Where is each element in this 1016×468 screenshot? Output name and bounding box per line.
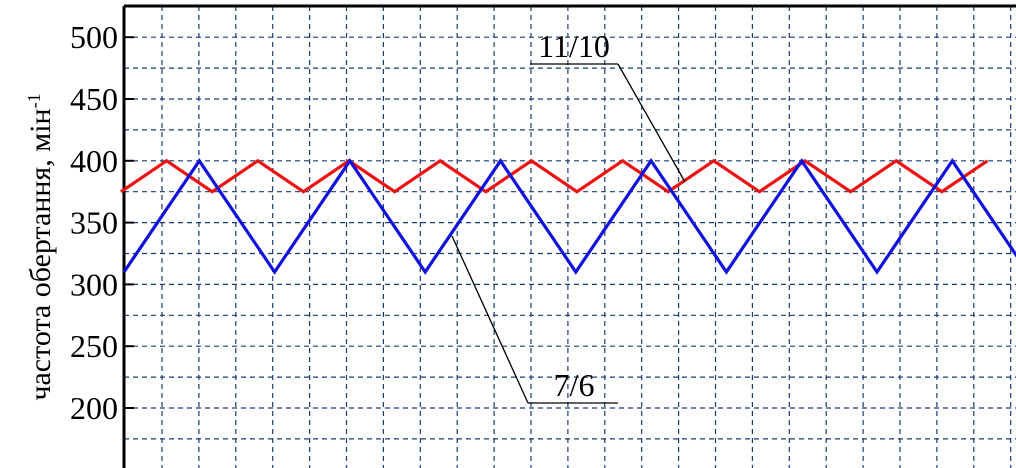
y-axis-label: частота обертання, мін-1 <box>24 93 57 400</box>
annotations: 11/10 7/6 <box>451 28 686 404</box>
y-tick-label: 400 <box>70 143 118 179</box>
y-tick-label: 200 <box>70 390 118 426</box>
y-axis-label-superscript: -1 <box>24 93 44 108</box>
series-line-7-6 <box>122 157 1016 275</box>
y-tick-label: 250 <box>70 328 118 364</box>
y-tick-label: 500 <box>70 19 118 55</box>
series-line-11-10 <box>120 158 989 194</box>
annotation-leader-11-10 <box>617 63 686 183</box>
y-tick-label: 300 <box>70 266 118 302</box>
annotation-label-7-6: 7/6 <box>554 367 595 403</box>
y-tick-label: 350 <box>70 205 118 241</box>
axes: 200 250 300 350 400 450 500 <box>70 4 1016 468</box>
annotation-label-11-10: 11/10 <box>538 28 610 64</box>
annotation-leader-7-6 <box>451 235 529 404</box>
axis-labels: частота обертання, мін-1 <box>24 93 57 400</box>
series-lines <box>120 157 1016 275</box>
y-tick-label: 450 <box>70 81 118 117</box>
